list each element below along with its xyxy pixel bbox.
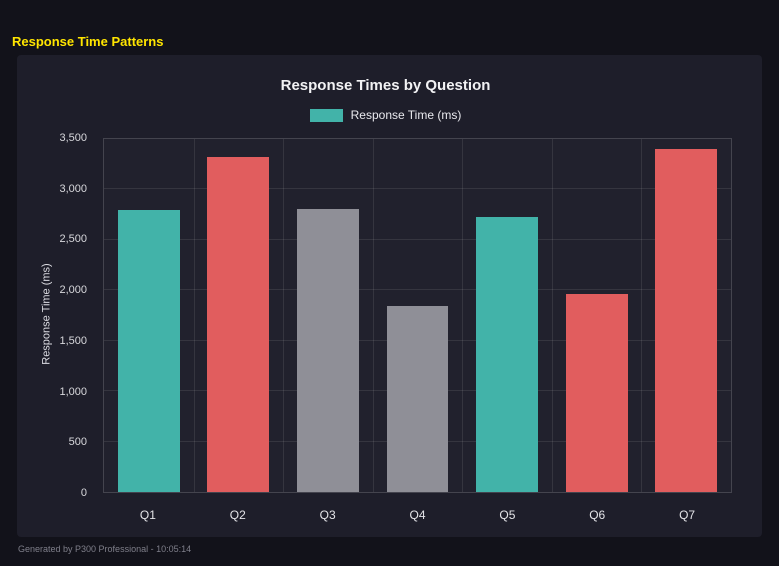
x-tick-label: Q5 xyxy=(499,508,516,522)
bar-q4[interactable] xyxy=(386,306,449,492)
bar-column xyxy=(194,139,284,492)
chart-legend[interactable]: Response Time (ms) xyxy=(35,108,736,122)
x-tick-label: Q3 xyxy=(319,508,336,522)
page-title: Response Time Patterns xyxy=(12,34,164,49)
gridline-vertical xyxy=(193,139,195,492)
bar-q6[interactable] xyxy=(565,294,628,492)
y-tick-label: 2,500 xyxy=(59,233,87,246)
y-tick-label: 1,000 xyxy=(59,385,87,398)
chart-panel: Response Times by Question Response Time… xyxy=(17,55,762,537)
gridline-vertical xyxy=(283,139,285,492)
x-tick-label: Q7 xyxy=(679,508,696,522)
y-tick-label: 3,500 xyxy=(59,132,87,144)
bar-column xyxy=(283,139,373,492)
bar-q7[interactable] xyxy=(655,149,718,492)
gridline-horizontal xyxy=(104,238,731,240)
y-tick-label: 2,000 xyxy=(59,284,87,297)
x-tick-label: Q2 xyxy=(229,508,246,522)
x-axis-labels: Q1 Q2 Q3 Q4 Q5 Q6 Q7 xyxy=(103,498,732,522)
bar-q5[interactable] xyxy=(476,216,538,492)
bar-column xyxy=(373,139,463,492)
gridline-horizontal xyxy=(104,188,731,190)
y-tick-label: 0 xyxy=(80,487,87,499)
legend-label: Response Time (ms) xyxy=(350,108,462,122)
gridline-horizontal xyxy=(104,289,731,291)
bar-q2[interactable] xyxy=(207,157,270,492)
chart-area: Response Time (ms) 0 500 1,000 1,500 2,000 2,… xyxy=(35,132,736,530)
gridline-vertical xyxy=(372,139,374,492)
x-tick-label: Q6 xyxy=(589,508,606,522)
legend-swatch xyxy=(309,108,343,122)
chart-title: Response Times by Question xyxy=(280,77,491,94)
y-tick-label: 3,000 xyxy=(59,182,87,195)
gridline-vertical xyxy=(551,139,553,492)
bar-q3[interactable] xyxy=(297,208,359,492)
bar-q1[interactable] xyxy=(117,209,180,492)
gridline-vertical xyxy=(641,139,643,492)
bar-column xyxy=(104,139,194,492)
y-tick-label: 500 xyxy=(68,436,87,449)
y-axis-ticks: 0 500 1,000 1,500 2,000 2,500 3,000 3,500 xyxy=(35,132,97,499)
x-tick-label: Q4 xyxy=(409,508,426,522)
bar-column xyxy=(462,139,552,492)
bar-column xyxy=(552,139,642,492)
footer-text: Generated by P300 Professional - 10:05:1… xyxy=(18,544,192,554)
x-tick-label: Q1 xyxy=(139,508,156,522)
bar-column xyxy=(641,139,731,492)
y-tick-label: 1,500 xyxy=(59,334,87,347)
gridline-vertical xyxy=(462,139,464,492)
plot-area xyxy=(103,138,732,493)
